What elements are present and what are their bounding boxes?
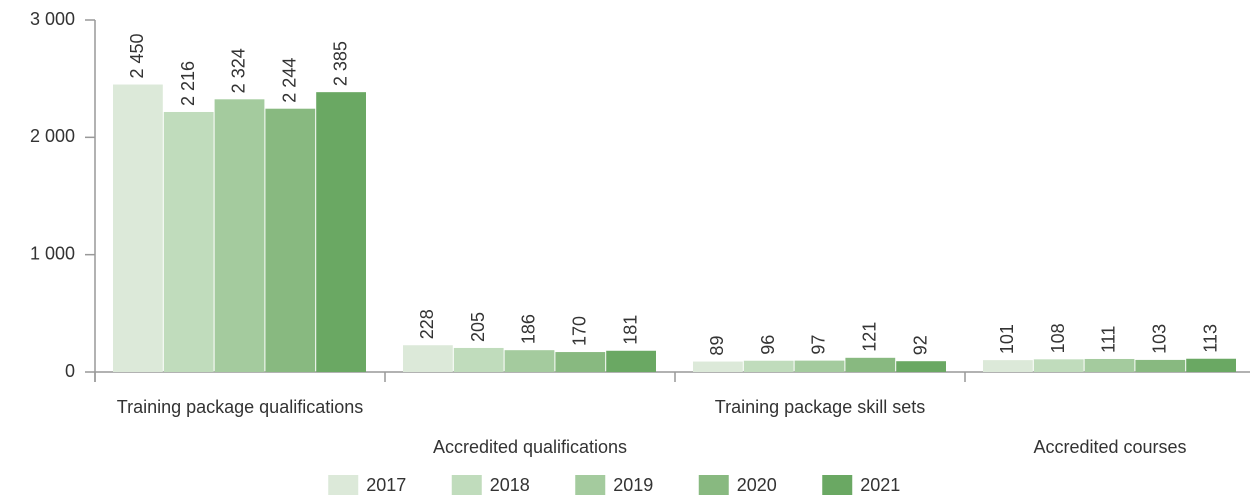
y-tick-label: 1 000	[30, 243, 75, 263]
data-label: 2 324	[229, 48, 249, 93]
bar	[265, 108, 316, 372]
data-label: 2 216	[178, 61, 198, 106]
legend-label: 2021	[860, 475, 900, 495]
bar	[606, 350, 656, 372]
data-label: 111	[1099, 326, 1119, 353]
x-tick-label: Training package qualifications	[117, 397, 363, 417]
y-tick-label: 3 000	[30, 9, 75, 29]
bar	[743, 360, 794, 372]
bar	[693, 361, 743, 372]
data-label: 97	[809, 335, 829, 355]
legend-label: 2018	[490, 475, 530, 495]
data-label: 181	[620, 315, 640, 345]
data-label: 108	[1048, 323, 1068, 353]
y-tick-label: 0	[65, 361, 75, 381]
data-label: 205	[468, 312, 488, 342]
bar	[845, 357, 896, 372]
legend-label: 2017	[366, 475, 406, 495]
legend-swatch	[575, 475, 606, 495]
legend-swatch	[451, 475, 482, 495]
data-label: 2 244	[280, 58, 300, 103]
bar	[1186, 358, 1236, 372]
data-label: 103	[1150, 324, 1170, 354]
bar	[983, 360, 1033, 372]
bar	[453, 347, 504, 372]
data-label: 96	[758, 335, 778, 355]
legend-swatch	[822, 475, 853, 495]
x-tick-label: Accredited qualifications	[433, 437, 627, 457]
bar	[214, 99, 265, 373]
data-label: 170	[570, 316, 590, 346]
bar	[1135, 359, 1186, 372]
bar	[1084, 358, 1135, 372]
data-label: 113	[1200, 324, 1220, 353]
data-label: 92	[910, 335, 930, 355]
bar	[316, 92, 366, 372]
bar	[504, 350, 555, 372]
bar	[555, 352, 606, 372]
data-label: 121	[860, 322, 880, 352]
bar	[113, 84, 163, 373]
data-label: 186	[519, 314, 539, 344]
bar	[163, 111, 214, 373]
data-label: 89	[707, 336, 727, 356]
x-tick-label: Accredited courses	[1033, 437, 1186, 457]
legend-label: 2019	[613, 475, 653, 495]
legend-swatch	[328, 475, 359, 495]
bar	[794, 360, 845, 372]
data-label: 228	[417, 309, 437, 339]
y-tick-label: 2 000	[30, 126, 75, 146]
bar	[403, 345, 453, 372]
x-tick-label: Training package skill sets	[715, 397, 925, 417]
data-label: 2 450	[127, 33, 147, 78]
legend-swatch	[698, 475, 729, 495]
legend-label: 2020	[737, 475, 777, 495]
bar	[1033, 359, 1084, 372]
bar	[896, 361, 946, 372]
data-label: 2 385	[330, 41, 350, 86]
data-label: 101	[997, 324, 1017, 354]
